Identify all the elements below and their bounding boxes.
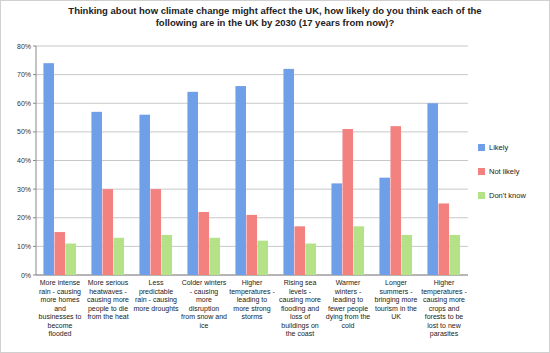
y-tick-label: 60% bbox=[17, 100, 31, 107]
bar bbox=[258, 241, 269, 275]
bar bbox=[331, 183, 342, 275]
legend-label: Not likely bbox=[489, 167, 520, 176]
x-tick-label: Warmerwinters -leading tofewer peopledyi… bbox=[326, 279, 370, 329]
bar bbox=[210, 238, 221, 275]
y-axis bbox=[36, 46, 37, 275]
legend-label: Don't know bbox=[489, 191, 526, 200]
bar bbox=[390, 126, 401, 275]
x-tick-label: Lesspredictablerain - causingmore drough… bbox=[133, 279, 179, 313]
x-tick-label: Highertemperatures -leading tomore stron… bbox=[229, 279, 275, 320]
bar bbox=[91, 112, 102, 275]
bar bbox=[427, 103, 438, 275]
x-tick-label: Longersummers -bringing moretourism in t… bbox=[375, 279, 418, 320]
bar bbox=[198, 212, 209, 275]
bar bbox=[139, 115, 150, 275]
legend-label: Likely bbox=[489, 143, 508, 152]
bar bbox=[306, 244, 317, 275]
legend-swatch bbox=[478, 144, 485, 151]
y-tick-label: 80% bbox=[17, 43, 31, 50]
bar bbox=[43, 63, 54, 275]
bar bbox=[246, 215, 257, 275]
bar bbox=[294, 226, 305, 275]
bar bbox=[66, 244, 77, 275]
grid-line bbox=[36, 74, 468, 75]
title: Thinking about how climate change might … bbox=[68, 5, 481, 28]
bar bbox=[102, 189, 113, 275]
bar bbox=[402, 235, 413, 275]
x-tick-label: More intenserain - causingmore homesandb… bbox=[39, 279, 82, 337]
y-tick-label: 30% bbox=[17, 186, 31, 193]
bar bbox=[283, 69, 294, 275]
legend: Likely Not likely Don't know bbox=[478, 143, 526, 200]
y-tick-label: 40% bbox=[17, 157, 31, 164]
grid-line bbox=[36, 103, 468, 104]
bar bbox=[162, 235, 173, 275]
bar bbox=[354, 226, 365, 275]
bar bbox=[342, 129, 353, 275]
bar bbox=[114, 238, 125, 275]
legend-swatch bbox=[478, 192, 485, 199]
y-tick-label: 70% bbox=[17, 71, 31, 78]
y-tick-label: 50% bbox=[17, 128, 31, 135]
bar bbox=[379, 178, 390, 275]
bar bbox=[450, 235, 461, 275]
bar bbox=[150, 189, 161, 275]
grid bbox=[33, 46, 468, 275]
y-tick-label: 0% bbox=[21, 272, 31, 279]
bar bbox=[235, 86, 246, 275]
chart: Thinking about how climate change might … bbox=[0, 0, 550, 353]
bars bbox=[43, 63, 460, 275]
grid-line bbox=[36, 46, 468, 47]
x-tick-label: Rising sealevels -causing moreflooding a… bbox=[279, 279, 321, 337]
background bbox=[1, 1, 550, 353]
y-tick-label: 20% bbox=[17, 214, 31, 221]
bar bbox=[54, 232, 65, 275]
legend-swatch bbox=[478, 168, 485, 175]
x-tick-label: More seriousheatwaves -causing morepeopl… bbox=[87, 279, 129, 320]
bar bbox=[187, 92, 198, 275]
x-tick-label: Highertemperatures -causing morecrops an… bbox=[421, 279, 467, 338]
bar bbox=[438, 203, 449, 275]
y-tick-label: 10% bbox=[17, 243, 31, 250]
x-tick-label: Colder winters- causingmoredisruptionfro… bbox=[181, 279, 227, 329]
